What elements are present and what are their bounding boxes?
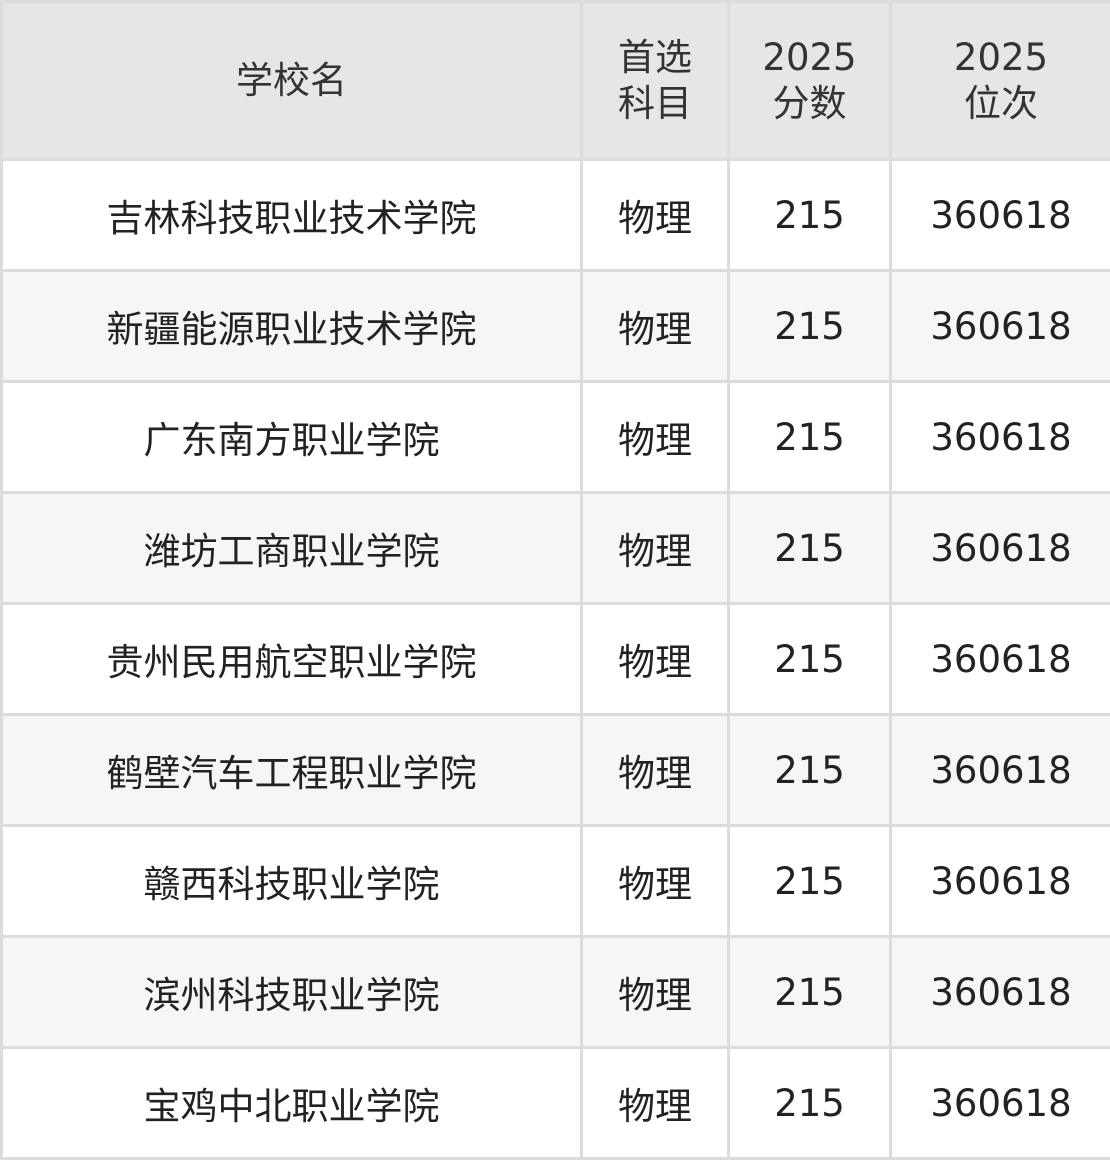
table-row: 吉林科技职业技术学院 物理 215 360618 bbox=[0, 158, 1110, 272]
header-subject: 首选 科目 bbox=[580, 0, 730, 161]
rank-cell: 360618 bbox=[889, 1046, 1110, 1160]
header-score: 2025 分数 bbox=[727, 0, 892, 161]
rank-cell: 360618 bbox=[889, 380, 1110, 494]
rank-cell: 360618 bbox=[889, 491, 1110, 605]
rank-cell: 360618 bbox=[889, 269, 1110, 383]
header-row: 学校名 首选 科目 2025 分数 2025 位次 bbox=[0, 0, 1110, 161]
score-cell: 215 bbox=[727, 713, 892, 827]
score-cell: 215 bbox=[727, 1046, 892, 1160]
subject-cell: 物理 bbox=[580, 824, 730, 938]
school-cell: 吉林科技职业技术学院 bbox=[0, 158, 583, 272]
table-row: 赣西科技职业学院 物理 215 360618 bbox=[0, 824, 1110, 938]
score-cell: 215 bbox=[727, 602, 892, 716]
table-row: 潍坊工商职业学院 物理 215 360618 bbox=[0, 491, 1110, 605]
table-row: 鹤壁汽车工程职业学院 物理 215 360618 bbox=[0, 713, 1110, 827]
subject-cell: 物理 bbox=[580, 1046, 730, 1160]
school-cell: 鹤壁汽车工程职业学院 bbox=[0, 713, 583, 827]
subject-cell: 物理 bbox=[580, 713, 730, 827]
score-cell: 215 bbox=[727, 380, 892, 494]
score-cell: 215 bbox=[727, 158, 892, 272]
score-cell: 215 bbox=[727, 935, 892, 1049]
table-row: 滨州科技职业学院 物理 215 360618 bbox=[0, 935, 1110, 1049]
school-cell: 赣西科技职业学院 bbox=[0, 824, 583, 938]
header-school: 学校名 bbox=[0, 0, 583, 161]
table-row: 新疆能源职业技术学院 物理 215 360618 bbox=[0, 269, 1110, 383]
subject-cell: 物理 bbox=[580, 269, 730, 383]
subject-cell: 物理 bbox=[580, 935, 730, 1049]
score-cell: 215 bbox=[727, 491, 892, 605]
rank-cell: 360618 bbox=[889, 824, 1110, 938]
rank-cell: 360618 bbox=[889, 158, 1110, 272]
score-cell: 215 bbox=[727, 269, 892, 383]
score-cell: 215 bbox=[727, 824, 892, 938]
school-cell: 广东南方职业学院 bbox=[0, 380, 583, 494]
subject-cell: 物理 bbox=[580, 491, 730, 605]
table-row: 广东南方职业学院 物理 215 360618 bbox=[0, 380, 1110, 494]
subject-cell: 物理 bbox=[580, 380, 730, 494]
school-cell: 贵州民用航空职业学院 bbox=[0, 602, 583, 716]
subject-cell: 物理 bbox=[580, 158, 730, 272]
table-row: 宝鸡中北职业学院 物理 215 360618 bbox=[0, 1046, 1110, 1160]
school-cell: 宝鸡中北职业学院 bbox=[0, 1046, 583, 1160]
rank-cell: 360618 bbox=[889, 713, 1110, 827]
rank-cell: 360618 bbox=[889, 935, 1110, 1049]
rank-cell: 360618 bbox=[889, 602, 1110, 716]
school-cell: 潍坊工商职业学院 bbox=[0, 491, 583, 605]
subject-cell: 物理 bbox=[580, 602, 730, 716]
table-row: 贵州民用航空职业学院 物理 215 360618 bbox=[0, 602, 1110, 716]
school-cell: 新疆能源职业技术学院 bbox=[0, 269, 583, 383]
header-rank: 2025 位次 bbox=[889, 0, 1110, 161]
school-cell: 滨州科技职业学院 bbox=[0, 935, 583, 1049]
